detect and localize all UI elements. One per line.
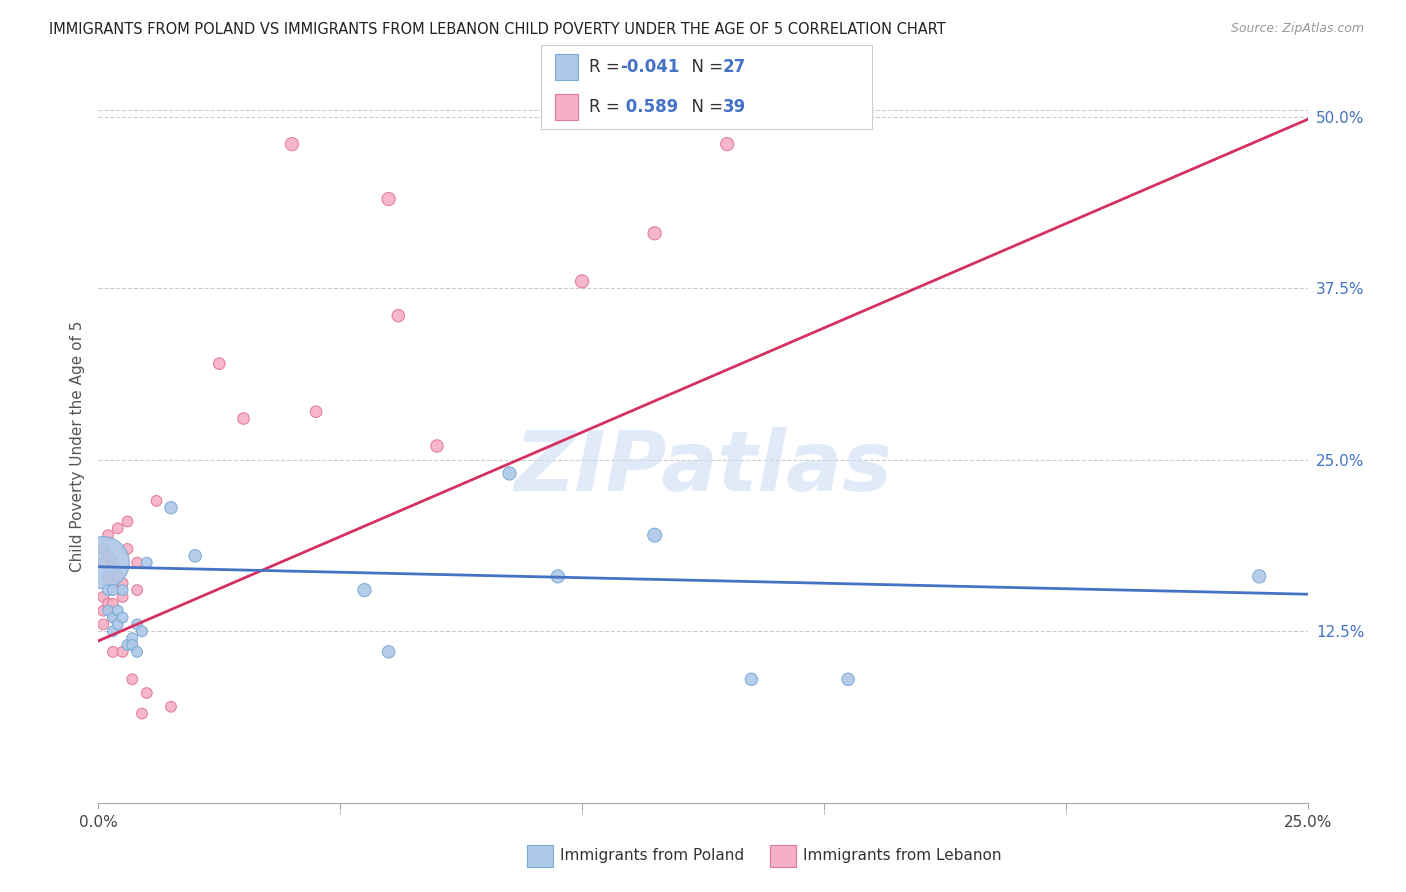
Point xyxy=(101,624,124,639)
Point xyxy=(377,192,399,206)
Text: IMMIGRANTS FROM POLAND VS IMMIGRANTS FROM LEBANON CHILD POVERTY UNDER THE AGE OF: IMMIGRANTS FROM POLAND VS IMMIGRANTS FRO… xyxy=(49,22,946,37)
Point xyxy=(91,617,114,632)
Text: -0.041: -0.041 xyxy=(620,58,679,76)
Point xyxy=(91,541,114,556)
Point xyxy=(387,309,409,323)
Point xyxy=(101,610,124,624)
Text: N =: N = xyxy=(681,58,728,76)
Text: Source: ZipAtlas.com: Source: ZipAtlas.com xyxy=(1230,22,1364,36)
Point xyxy=(127,583,149,598)
Point xyxy=(131,706,153,721)
Text: ZIPatlas: ZIPatlas xyxy=(515,427,891,508)
Text: R =: R = xyxy=(589,58,626,76)
Text: Immigrants from Poland: Immigrants from Poland xyxy=(560,848,744,863)
Point xyxy=(111,576,134,591)
Point xyxy=(97,528,120,542)
Point xyxy=(426,439,449,453)
Point xyxy=(281,137,304,152)
Point xyxy=(547,569,569,583)
Point xyxy=(97,569,120,583)
Point xyxy=(160,699,183,714)
Point xyxy=(97,549,120,563)
Point xyxy=(107,569,129,583)
Text: 39: 39 xyxy=(723,98,747,116)
Point xyxy=(208,357,231,371)
Point xyxy=(1249,569,1271,583)
Point xyxy=(353,583,375,598)
Point xyxy=(107,604,129,618)
Point xyxy=(377,645,399,659)
Point xyxy=(837,673,859,687)
Point xyxy=(644,528,666,542)
Point xyxy=(101,597,124,611)
Point xyxy=(716,137,738,152)
Point xyxy=(101,576,124,591)
Point xyxy=(101,583,124,598)
Point xyxy=(644,227,666,241)
Point xyxy=(305,405,328,419)
Point xyxy=(498,467,520,481)
Point xyxy=(111,590,134,604)
Point xyxy=(97,583,120,598)
Point xyxy=(135,556,157,570)
Point xyxy=(91,556,114,570)
Point xyxy=(107,617,129,632)
Point xyxy=(184,549,207,563)
Point xyxy=(121,631,143,645)
Point xyxy=(91,604,114,618)
Point xyxy=(111,645,134,659)
Point xyxy=(101,556,124,570)
Point xyxy=(91,556,114,570)
Text: N =: N = xyxy=(681,98,728,116)
Point xyxy=(97,604,120,618)
Point xyxy=(117,638,139,652)
Point xyxy=(131,624,153,639)
Point xyxy=(111,583,134,598)
Text: Immigrants from Lebanon: Immigrants from Lebanon xyxy=(803,848,1001,863)
Point xyxy=(121,638,143,652)
Point xyxy=(101,645,124,659)
Point xyxy=(127,556,149,570)
Point xyxy=(127,645,149,659)
Point xyxy=(740,673,762,687)
Point xyxy=(571,274,593,288)
Text: R =: R = xyxy=(589,98,626,116)
Point xyxy=(160,500,183,515)
Point xyxy=(145,494,167,508)
Point xyxy=(135,686,157,700)
Text: 27: 27 xyxy=(723,58,747,76)
Point xyxy=(101,610,124,624)
Point xyxy=(111,610,134,624)
Point xyxy=(117,541,139,556)
Y-axis label: Child Poverty Under the Age of 5: Child Poverty Under the Age of 5 xyxy=(69,320,84,572)
Point xyxy=(91,590,114,604)
Point xyxy=(121,638,143,652)
Point xyxy=(117,515,139,529)
Point xyxy=(121,673,143,687)
Point xyxy=(97,597,120,611)
Point xyxy=(107,521,129,535)
Point xyxy=(232,411,254,425)
Point xyxy=(127,617,149,632)
Text: 0.589: 0.589 xyxy=(620,98,678,116)
